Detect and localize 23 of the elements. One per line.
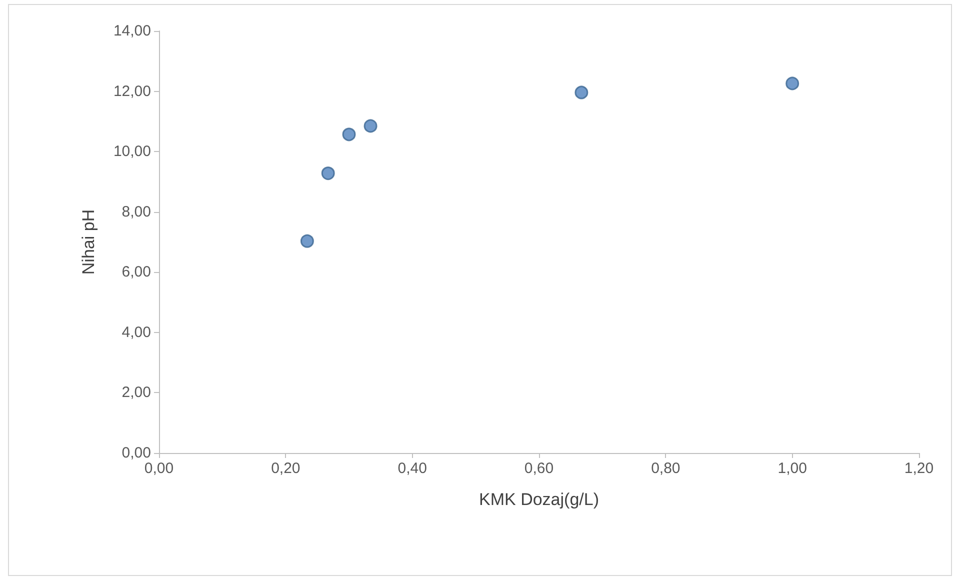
y-axis-title: Nihai pH bbox=[79, 209, 98, 275]
y-tick-label: 12,00 bbox=[113, 82, 151, 100]
x-tick-label: 1,20 bbox=[904, 460, 934, 477]
x-axis-title: KMK Dozaj(g/L) bbox=[479, 490, 599, 509]
y-tick-label: 6,00 bbox=[122, 264, 151, 281]
point bbox=[342, 128, 356, 142]
y-tick-label: 10,00 bbox=[113, 143, 151, 160]
y-tick-label: 4,00 bbox=[122, 324, 151, 341]
x-tick-label: 0,40 bbox=[398, 460, 427, 477]
point bbox=[364, 119, 378, 133]
point bbox=[574, 86, 588, 100]
x-tick-label: 0,20 bbox=[271, 460, 300, 477]
x-tick-label: 1,00 bbox=[778, 460, 807, 477]
y-tick-label: 8,00 bbox=[122, 203, 151, 220]
point bbox=[300, 234, 314, 248]
point bbox=[786, 76, 800, 90]
y-tick-label: 0,00 bbox=[122, 444, 151, 462]
y-tick-label: 14,00 bbox=[113, 22, 151, 40]
point bbox=[321, 166, 335, 180]
x-tick-label: 0,60 bbox=[524, 460, 554, 477]
x-tick-label: 0,00 bbox=[144, 460, 174, 477]
x-tick-label: 0,80 bbox=[651, 460, 680, 477]
y-tick-label: 2,00 bbox=[122, 384, 151, 402]
